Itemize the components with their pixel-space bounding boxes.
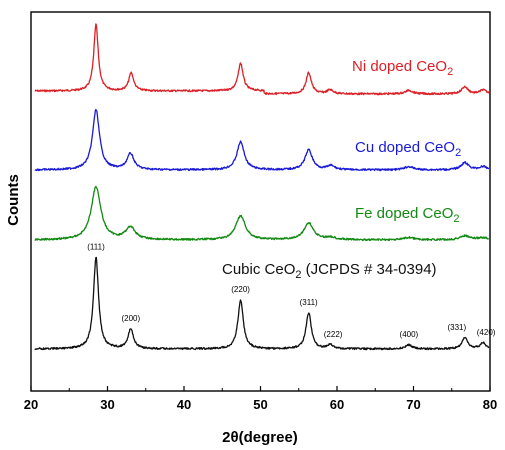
x-axis-title: 2θ(degree) bbox=[222, 429, 298, 446]
x-tick-label: 40 bbox=[177, 397, 191, 412]
series-label-1: Cu doped CeO2 bbox=[355, 139, 461, 159]
series-label-3: Cubic CeO2 (JCPDS # 34-0394) bbox=[222, 261, 437, 281]
series-line-2 bbox=[34, 185, 490, 242]
peak-label: (420) bbox=[477, 328, 496, 337]
x-tick-label: 30 bbox=[100, 397, 114, 412]
peak-label: (222) bbox=[324, 330, 343, 339]
peak-label: (311) bbox=[300, 298, 318, 307]
peak-label: (331) bbox=[447, 323, 466, 332]
peak-label: (200) bbox=[121, 314, 140, 323]
series-label-0: Ni doped CeO2 bbox=[352, 58, 453, 78]
x-tick-label: 60 bbox=[330, 397, 344, 412]
x-tick-label: 20 bbox=[24, 397, 38, 412]
series-labels: Ni doped CeO2 Cu doped CeO2 Fe doped CeO2 C… bbox=[222, 58, 461, 281]
y-axis-title: Counts bbox=[5, 174, 22, 226]
peak-label: (111) bbox=[87, 242, 105, 251]
series-line-3 bbox=[34, 256, 490, 351]
peak-label: (220) bbox=[231, 285, 250, 294]
series-line-1 bbox=[34, 108, 490, 172]
x-tick-label: 80 bbox=[483, 397, 497, 412]
x-axis-ticks: 20 30 40 50 60 70 80 bbox=[24, 386, 497, 412]
peak-annotations: (111) (200) (220) (311) (222) (400) (331) (420) bbox=[87, 242, 496, 339]
series-line-0 bbox=[34, 23, 490, 96]
series-label-2: Fe doped CeO2 bbox=[355, 205, 460, 225]
peak-label: (400) bbox=[400, 330, 419, 339]
x-tick-label: 50 bbox=[253, 397, 267, 412]
x-tick-label: 70 bbox=[406, 397, 420, 412]
series-lines bbox=[34, 23, 490, 351]
